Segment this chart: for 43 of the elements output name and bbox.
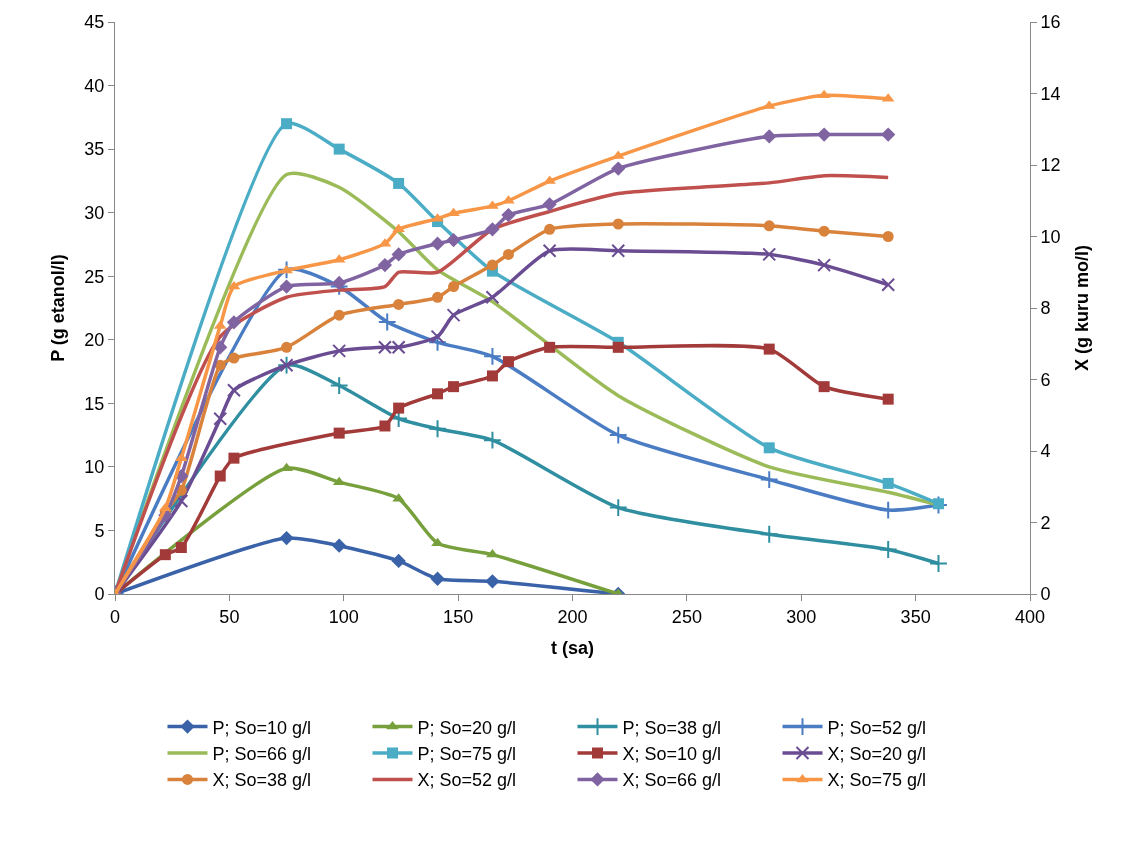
x-tick-label: 350 xyxy=(900,606,931,627)
y2-tick-label: 2 xyxy=(1040,512,1051,533)
x-tick-label: 50 xyxy=(219,606,240,627)
y-tick-label: 25 xyxy=(84,266,105,287)
legend-label: X; So=20 g/l xyxy=(827,744,927,765)
y-tick-label: 10 xyxy=(84,457,105,478)
y2-tick-label: 6 xyxy=(1040,369,1051,390)
y-tick-label: 45 xyxy=(84,12,105,33)
x-tick-label: 150 xyxy=(443,606,474,627)
legend-label: P; So=38 g/l xyxy=(622,717,722,738)
legend-label: P; So=10 g/l xyxy=(212,717,312,738)
y2-axis-title: X (g kuru mo/l) xyxy=(1071,244,1092,371)
y-tick-label: 20 xyxy=(84,330,105,351)
y-tick-label: 30 xyxy=(84,202,105,223)
legend-label: X; So=75 g/l xyxy=(827,770,927,791)
legend-label: P; So=75 g/l xyxy=(417,744,517,765)
x-tick-label: 400 xyxy=(1014,606,1046,627)
y-tick-label: 35 xyxy=(84,139,105,160)
y-tick-label: 40 xyxy=(84,75,105,96)
x-tick-label: 200 xyxy=(557,606,588,627)
legend-label: P; So=52 g/l xyxy=(827,717,927,738)
y-tick-label: 15 xyxy=(84,393,105,414)
legend-label: X; So=66 g/l xyxy=(622,770,722,791)
y-axis-title: P (g etanol/l) xyxy=(47,254,68,362)
x-tick-label: 0 xyxy=(109,606,121,627)
y-tick-label: 5 xyxy=(94,520,105,541)
y2-tick-label: 12 xyxy=(1040,155,1061,176)
legend-label: P; So=66 g/l xyxy=(212,744,312,765)
y2-tick-label: 8 xyxy=(1040,298,1051,319)
legend-label: X; So=10 g/l xyxy=(622,744,722,765)
x-tick-label: 300 xyxy=(786,606,817,627)
y-tick-label: 0 xyxy=(94,584,105,605)
legend-label: P; So=20 g/l xyxy=(417,717,517,738)
y2-tick-label: 14 xyxy=(1040,83,1061,104)
y2-tick-label: 16 xyxy=(1040,12,1061,33)
legend-label: X; So=52 g/l xyxy=(417,770,517,791)
legend-label: X; So=38 g/l xyxy=(212,770,312,791)
x-tick-label: 250 xyxy=(671,606,702,627)
y2-tick-label: 4 xyxy=(1040,441,1051,462)
x-tick-label: 100 xyxy=(328,606,359,627)
y2-tick-label: 10 xyxy=(1040,226,1061,247)
x-axis-title: t (sa) xyxy=(550,637,595,658)
y2-tick-label: 0 xyxy=(1040,584,1051,605)
